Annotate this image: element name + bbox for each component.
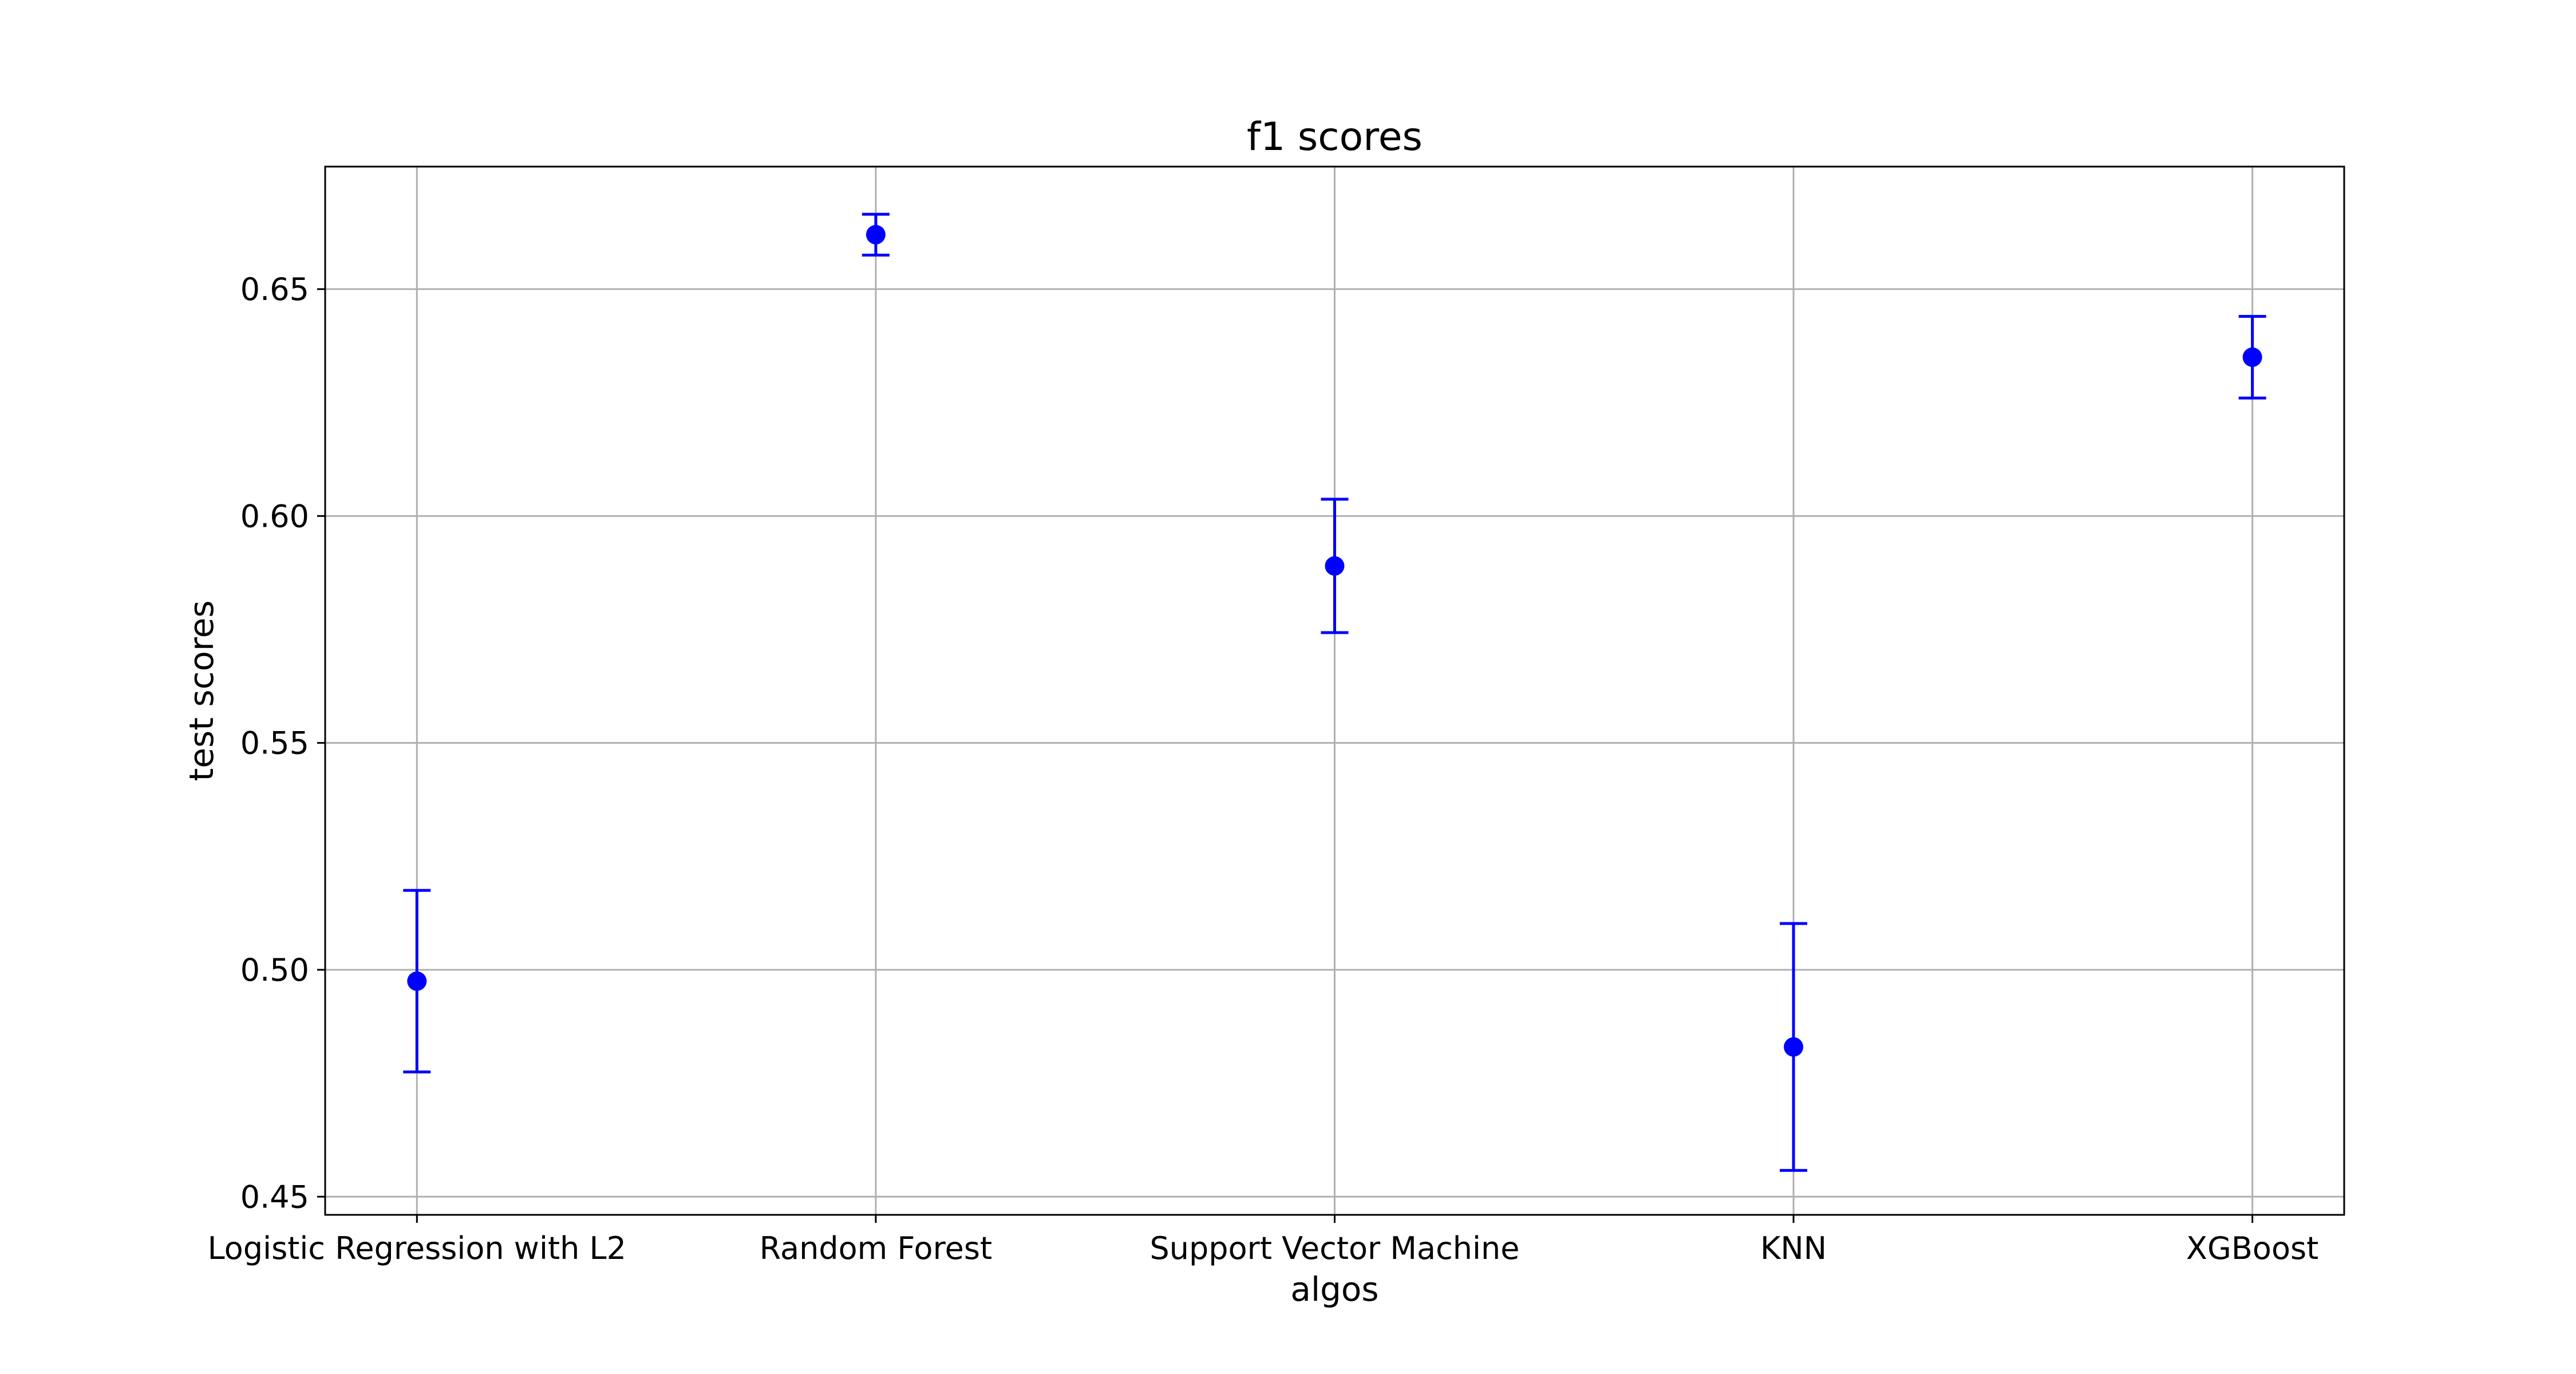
error-bar-marks [403, 212, 2266, 1172]
chart-title: f1 scores [1247, 114, 1423, 160]
error-bar-group [1321, 498, 1349, 634]
x-tick-label: Random Forest [760, 1230, 992, 1266]
y-tick-label: 0.55 [240, 725, 309, 761]
y-tick-label: 0.45 [240, 1179, 309, 1215]
y-tick-label: 0.60 [240, 498, 309, 534]
y-tick-label: 0.50 [240, 952, 309, 988]
data-point [1325, 556, 1345, 576]
x-tick-label: XGBoost [2186, 1230, 2318, 1266]
x-tick-label: KNN [1760, 1230, 1827, 1266]
data-point [407, 971, 427, 991]
grid-lines [325, 167, 2344, 1215]
y-axis-label: test scores [182, 601, 221, 781]
x-tick-label: Logistic Regression with L2 [208, 1230, 626, 1266]
error-bar-group [403, 889, 431, 1073]
data-point [2242, 347, 2262, 367]
y-tick-label: 0.65 [240, 271, 309, 307]
error-bar-group [1780, 922, 1808, 1172]
error-bar-group [862, 212, 890, 257]
data-point [1784, 1037, 1804, 1057]
axis-ticks: 0.45 0.50 0.55 0.60 0.65 Logistic Regression … [208, 271, 2319, 1266]
error-bar-group [2238, 315, 2266, 400]
x-axis-label: algos [1290, 1270, 1378, 1309]
data-point [866, 224, 886, 244]
x-tick-label: Support Vector Machine [1150, 1230, 1520, 1266]
